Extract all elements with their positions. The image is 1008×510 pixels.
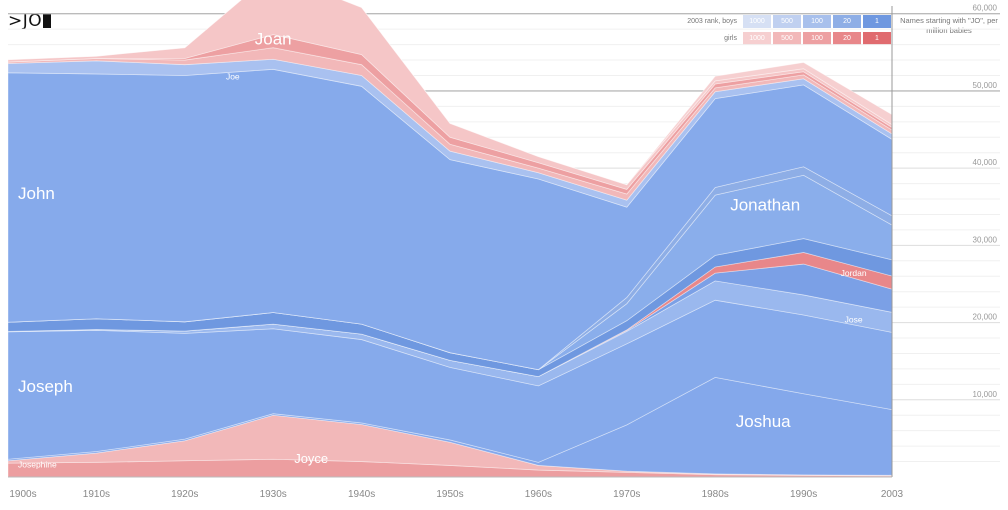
legend-rank-cell: 1 <box>863 15 891 28</box>
y-axis-title: Names starting with "JO", per million ba… <box>900 16 998 35</box>
x-tick-label: 1910s <box>83 489 110 500</box>
legend-rank-cell: 1 <box>863 32 891 45</box>
legend-row-girls: girls 1000 500 100 20 1 <box>645 31 891 46</box>
legend-rank-cell: 20 <box>833 15 861 28</box>
legend-rank-cell: 1000 <box>743 32 771 45</box>
y-tick-label: 20,000 <box>973 313 998 322</box>
x-tick-label: 1920s <box>171 489 198 500</box>
text-cursor <box>43 13 52 28</box>
legend-rank-cell: 500 <box>773 15 801 28</box>
x-tick-label: 2003 <box>881 489 904 500</box>
x-tick-label: 1940s <box>348 489 375 500</box>
y-tick-label: 60,000 <box>973 4 998 13</box>
legend-rank-cell: 100 <box>803 15 831 28</box>
legend-row-label: 2003 rank, boys <box>687 18 737 25</box>
area-label-joan: Joan <box>255 30 292 49</box>
legend-rank-cell: 1000 <box>743 15 771 28</box>
y-tick-label: 10,000 <box>973 390 998 399</box>
area-label-jose: Jose <box>845 315 863 325</box>
y-tick-label: 50,000 <box>973 81 998 90</box>
x-tick-label: 1970s <box>613 489 640 500</box>
x-tick-label: 1990s <box>790 489 817 500</box>
y-tick-label: 30,000 <box>973 235 998 244</box>
area-label-jonathan: Jonathan <box>730 196 800 215</box>
search-query[interactable]: >JO <box>8 11 52 31</box>
area-label-josephine: Josephine <box>18 460 57 470</box>
area-label-john: John <box>18 184 55 203</box>
x-tick-label: 1900s <box>9 489 36 500</box>
legend-row-label: girls <box>724 35 737 42</box>
legend-rank-cell: 500 <box>773 32 801 45</box>
x-tick-label: 1960s <box>525 489 552 500</box>
area-label-jordan: Jordan <box>841 268 867 278</box>
y-tick-label: 40,000 <box>973 158 998 167</box>
area-label-joyce: Joyce <box>294 451 328 466</box>
x-tick-label: 1950s <box>436 489 463 500</box>
x-tick-label: 1930s <box>260 489 287 500</box>
search-text: >JO <box>8 11 43 31</box>
area-label-joe: Joe <box>226 71 240 81</box>
legend-rank-cell: 20 <box>833 32 861 45</box>
x-tick-label: 1980s <box>702 489 729 500</box>
legend-rank-cell: 100 <box>803 32 831 45</box>
area-label-joseph: Joseph <box>18 377 73 396</box>
area-label-joshua: Joshua <box>736 412 791 431</box>
rank-legend: 2003 rank, boys 1000 500 100 20 1 girls 1000 500… <box>645 14 891 48</box>
legend-row-boys: 2003 rank, boys 1000 500 100 20 1 <box>645 14 891 29</box>
